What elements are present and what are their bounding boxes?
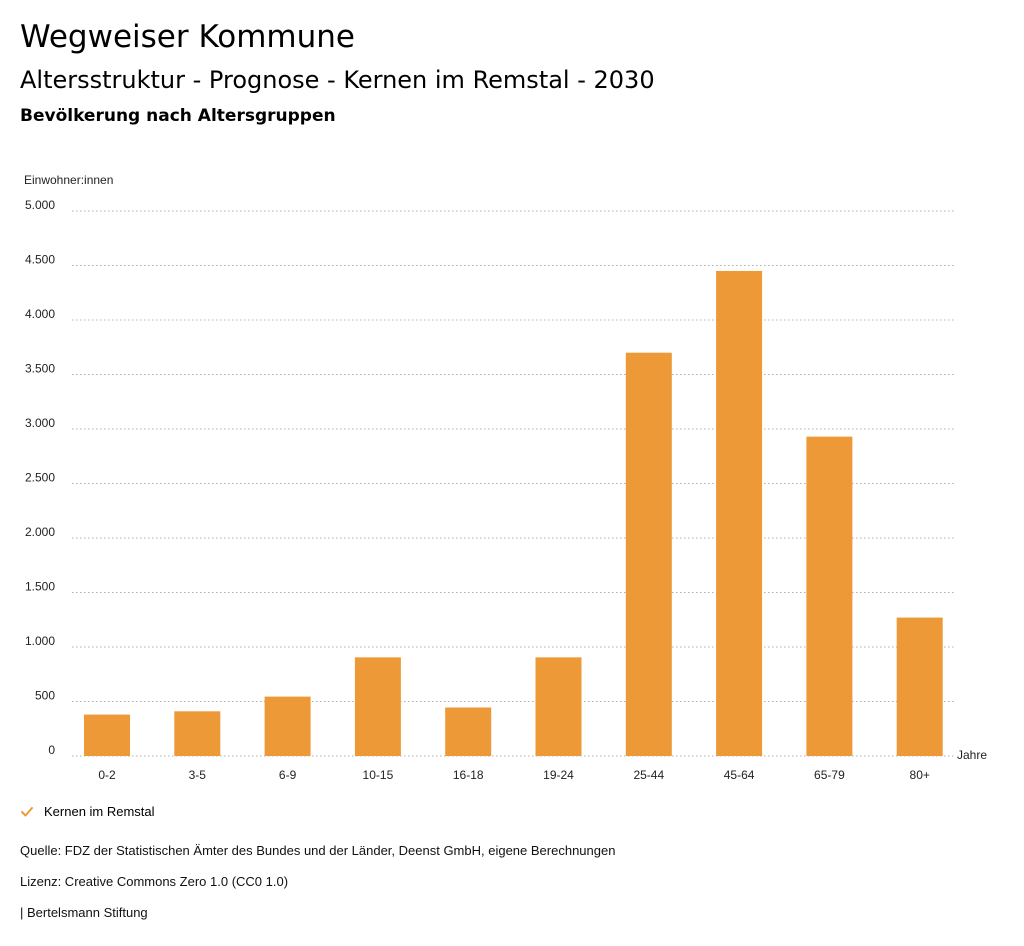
bars[interactable] (84, 270, 943, 756)
x-tick-labels: 0-2 3-5 6-9 10-15 16-18 19-24 25-44 45-64 65-79 8… (98, 768, 930, 782)
x-tick-label: 6-9 (279, 768, 297, 782)
y-tick-label: 3.000 (25, 416, 55, 430)
y-axis-label: Einwohner:innen (24, 173, 113, 187)
y-tick-label: 1.500 (25, 580, 55, 594)
y-tick-label: 500 (35, 689, 55, 703)
x-tick-label: 0-2 (98, 768, 116, 782)
x-tick-label: 10-15 (363, 768, 394, 782)
x-tick-label: 80+ (910, 768, 930, 782)
bar-6-9[interactable] (264, 696, 311, 756)
y-tick-label: 2.000 (25, 525, 55, 539)
chart-title: Altersstruktur - Prognose - Kernen im Re… (20, 66, 655, 94)
legend[interactable]: Kernen im Remstal (20, 802, 155, 822)
chart-subtitle: Bevölkerung nach Altersgruppen (20, 106, 336, 126)
x-axis-label: Jahre (957, 748, 987, 762)
bar-chart: Einwohner:innen 0 500 1.000 1.500 2.000 2.500… (24, 173, 987, 782)
y-tick-labels: 0 500 1.000 1.500 2.000 2.500 3.000 3.500 4.000 4… (25, 198, 55, 757)
bar-10-15[interactable] (354, 657, 401, 756)
y-tick-label: 1.000 (25, 634, 55, 648)
bar-65-79[interactable] (806, 436, 853, 756)
y-tick-label: 4.000 (25, 307, 55, 321)
x-tick-label: 25-44 (633, 768, 664, 782)
bar-45-64[interactable] (716, 270, 763, 756)
bar-3-5[interactable] (174, 711, 221, 756)
x-tick-label: 19-24 (543, 768, 574, 782)
bar-0-2[interactable] (84, 714, 130, 756)
page-title: Wegweiser Kommune (20, 19, 355, 55)
bar-19-24[interactable] (535, 657, 582, 756)
y-tick-label: 0 (48, 743, 55, 757)
y-tick-label: 5.000 (25, 198, 55, 212)
bar-25-44[interactable] (625, 352, 672, 756)
publisher-note: | Bertelsmann Stiftung (20, 905, 148, 920)
x-tick-label: 3-5 (189, 768, 207, 782)
y-tick-label: 2.500 (25, 471, 55, 485)
x-tick-label: 65-79 (814, 768, 845, 782)
legend-label: Kernen im Remstal (44, 804, 155, 819)
license-note: Lizenz: Creative Commons Zero 1.0 (CC0 1… (20, 874, 289, 889)
check-icon[interactable] (20, 805, 34, 819)
x-tick-label: 45-64 (724, 768, 755, 782)
source-note: Quelle: FDZ der Statistischen Ämter des … (20, 843, 616, 858)
x-tick-label: 16-18 (453, 768, 484, 782)
grid-lines (72, 210, 955, 757)
bar-80+[interactable] (896, 617, 943, 756)
y-tick-label: 4.500 (25, 253, 55, 267)
y-tick-label: 3.500 (25, 362, 55, 376)
bar-16-18[interactable] (445, 707, 492, 756)
